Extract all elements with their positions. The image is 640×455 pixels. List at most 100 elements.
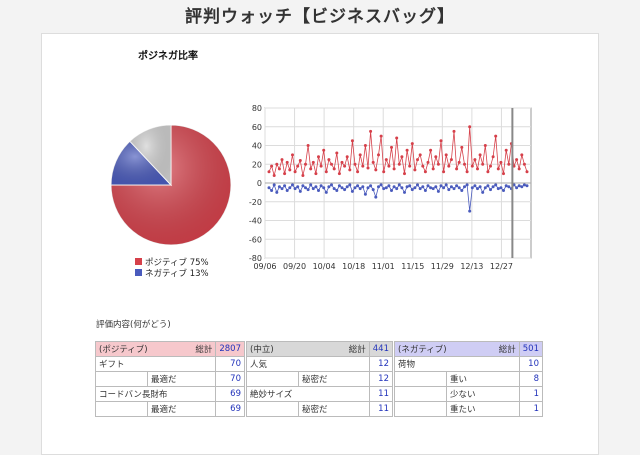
data-point[interactable] xyxy=(522,183,526,187)
data-point[interactable] xyxy=(356,170,360,174)
neutral-row-value[interactable]: 12 xyxy=(368,371,394,387)
data-point[interactable] xyxy=(426,184,430,188)
data-point[interactable] xyxy=(413,186,417,190)
data-point[interactable] xyxy=(489,164,492,168)
data-point[interactable] xyxy=(491,155,495,159)
data-point[interactable] xyxy=(418,153,422,157)
data-point[interactable] xyxy=(447,164,451,168)
data-point[interactable] xyxy=(455,167,459,171)
data-point[interactable] xyxy=(327,185,331,189)
data-point[interactable] xyxy=(421,164,425,168)
data-point[interactable] xyxy=(296,164,300,168)
data-point[interactable] xyxy=(348,168,352,172)
data-point[interactable] xyxy=(306,188,310,192)
data-point[interactable] xyxy=(431,187,435,191)
data-point[interactable] xyxy=(457,186,461,190)
data-point[interactable] xyxy=(377,153,380,157)
data-point[interactable] xyxy=(403,172,406,176)
data-point[interactable] xyxy=(431,167,435,171)
data-point[interactable] xyxy=(405,148,409,152)
data-point[interactable] xyxy=(481,190,485,194)
data-point[interactable] xyxy=(460,145,464,149)
data-point[interactable] xyxy=(496,167,500,171)
data-point[interactable] xyxy=(452,129,456,133)
data-point[interactable] xyxy=(465,183,469,187)
data-point[interactable] xyxy=(468,125,472,129)
data-point[interactable] xyxy=(353,162,357,166)
data-point[interactable] xyxy=(382,187,386,191)
data-point[interactable] xyxy=(421,185,425,189)
data-point[interactable] xyxy=(439,139,443,143)
data-point[interactable] xyxy=(444,183,448,187)
data-point[interactable] xyxy=(423,189,427,192)
data-point[interactable] xyxy=(449,185,453,189)
data-point[interactable] xyxy=(382,170,386,174)
data-point[interactable] xyxy=(384,158,388,162)
data-point[interactable] xyxy=(280,158,284,162)
data-point[interactable] xyxy=(335,151,339,155)
data-point[interactable] xyxy=(275,190,279,194)
data-point[interactable] xyxy=(345,185,349,189)
data-point[interactable] xyxy=(270,189,274,192)
data-point[interactable] xyxy=(335,189,339,192)
data-point[interactable] xyxy=(332,187,336,191)
positive-row-value[interactable]: 70 xyxy=(215,356,245,372)
data-point[interactable] xyxy=(330,183,333,187)
data-point[interactable] xyxy=(301,174,305,177)
data-point[interactable] xyxy=(267,170,271,174)
data-point[interactable] xyxy=(515,186,519,190)
data-point[interactable] xyxy=(470,164,474,168)
data-point[interactable] xyxy=(405,185,409,189)
data-point[interactable] xyxy=(522,162,526,166)
data-point[interactable] xyxy=(340,186,344,190)
data-point[interactable] xyxy=(277,185,281,189)
data-point[interactable] xyxy=(304,186,307,190)
data-point[interactable] xyxy=(309,183,313,187)
data-point[interactable] xyxy=(483,186,487,190)
data-point[interactable] xyxy=(298,159,302,162)
data-point[interactable] xyxy=(499,186,503,190)
data-point[interactable] xyxy=(277,167,281,171)
data-point[interactable] xyxy=(369,129,373,133)
data-point[interactable] xyxy=(358,153,362,157)
data-point[interactable] xyxy=(366,186,370,190)
data-point[interactable] xyxy=(494,134,498,138)
data-point[interactable] xyxy=(410,188,414,192)
data-point[interactable] xyxy=(319,184,323,188)
data-point[interactable] xyxy=(291,183,294,187)
data-point[interactable] xyxy=(473,158,477,162)
data-point[interactable] xyxy=(379,183,383,187)
data-point[interactable] xyxy=(332,167,336,171)
data-point[interactable] xyxy=(481,162,485,166)
data-point[interactable] xyxy=(403,190,406,194)
data-point[interactable] xyxy=(314,172,318,176)
data-point[interactable] xyxy=(345,155,349,159)
data-point[interactable] xyxy=(298,189,302,193)
data-point[interactable] xyxy=(502,172,505,176)
data-point[interactable] xyxy=(413,168,417,172)
data-point[interactable] xyxy=(395,187,399,191)
data-point[interactable] xyxy=(520,153,524,157)
data-point[interactable] xyxy=(429,186,433,190)
data-point[interactable] xyxy=(457,160,461,164)
data-point[interactable] xyxy=(267,186,271,190)
data-point[interactable] xyxy=(363,192,367,196)
data-point[interactable] xyxy=(270,164,274,168)
data-point[interactable] xyxy=(470,186,474,190)
neutral-row-value[interactable]: 11 xyxy=(368,401,394,417)
data-point[interactable] xyxy=(460,189,464,192)
data-point[interactable] xyxy=(324,190,328,194)
data-point[interactable] xyxy=(463,185,466,189)
data-point[interactable] xyxy=(285,189,289,192)
positive-row-value[interactable]: 69 xyxy=(215,386,245,402)
data-point[interactable] xyxy=(483,144,487,147)
data-point[interactable] xyxy=(319,164,323,168)
data-point[interactable] xyxy=(408,184,412,188)
data-point[interactable] xyxy=(317,155,320,159)
neutral-row-value[interactable]: 12 xyxy=(368,356,394,372)
data-point[interactable] xyxy=(317,189,320,192)
data-point[interactable] xyxy=(374,195,378,199)
data-point[interactable] xyxy=(517,184,521,188)
data-point[interactable] xyxy=(491,185,495,189)
data-point[interactable] xyxy=(400,186,404,190)
